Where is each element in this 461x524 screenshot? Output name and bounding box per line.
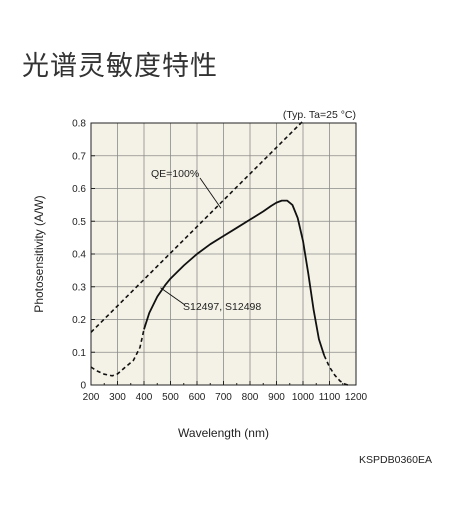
y-tick-label: 0.4: [72, 250, 86, 261]
y-tick-label: 0.7: [72, 151, 86, 162]
y-tick-label: 0.1: [72, 348, 86, 359]
x-tick-label: 600: [189, 392, 206, 403]
x-tick-label: 800: [242, 392, 259, 403]
x-tick-label: 700: [215, 392, 232, 403]
annotations: QE=100% S12497, S12498: [151, 168, 261, 313]
annotation-leader-qe: [199, 177, 222, 209]
page-title: 光谱灵敏度特性: [22, 51, 218, 82]
y-axis-label: Photosensitivity (A/W): [32, 195, 46, 312]
series-line-s12497-dashed: [90, 329, 145, 377]
annotation-leader-s12497: [160, 287, 186, 306]
y-tick-label: 0.3: [72, 282, 86, 293]
series-lines: [90, 120, 349, 386]
series-line-s12497: [143, 199, 326, 356]
x-tick-label: 900: [268, 392, 285, 403]
y-tick-label: 0: [80, 381, 86, 392]
y-tick-label: 0.5: [72, 217, 86, 228]
annotation-qe-label: QE=100%: [151, 168, 199, 180]
axis-ticks: 200 300 400 500 600 700 800 900 1000 1100 1200 0 0.1…: [72, 119, 367, 404]
x-tick-label: 300: [109, 392, 126, 403]
annotation-s12497-label: S12497, S12498: [183, 301, 261, 313]
series-line-s12497-dashed: [323, 355, 349, 386]
condition-note: (Typ. Ta=25 °C): [283, 109, 356, 121]
x-tick-label: 200: [83, 392, 100, 403]
x-tick-label: 1000: [292, 392, 315, 403]
x-tick-label: 500: [162, 392, 179, 403]
x-tick-label: 1100: [319, 392, 341, 403]
figure-code: KSPDB0360EA: [359, 454, 432, 466]
y-tick-label: 0.8: [72, 119, 86, 130]
x-tick-label: 400: [136, 392, 153, 403]
x-axis-label: Wavelength (nm): [178, 426, 269, 440]
y-tick-label: 0.2: [72, 315, 86, 326]
x-tick-label: 1200: [345, 392, 368, 403]
series-line-qe-100: [90, 120, 304, 333]
y-tick-label: 0.6: [72, 184, 86, 195]
